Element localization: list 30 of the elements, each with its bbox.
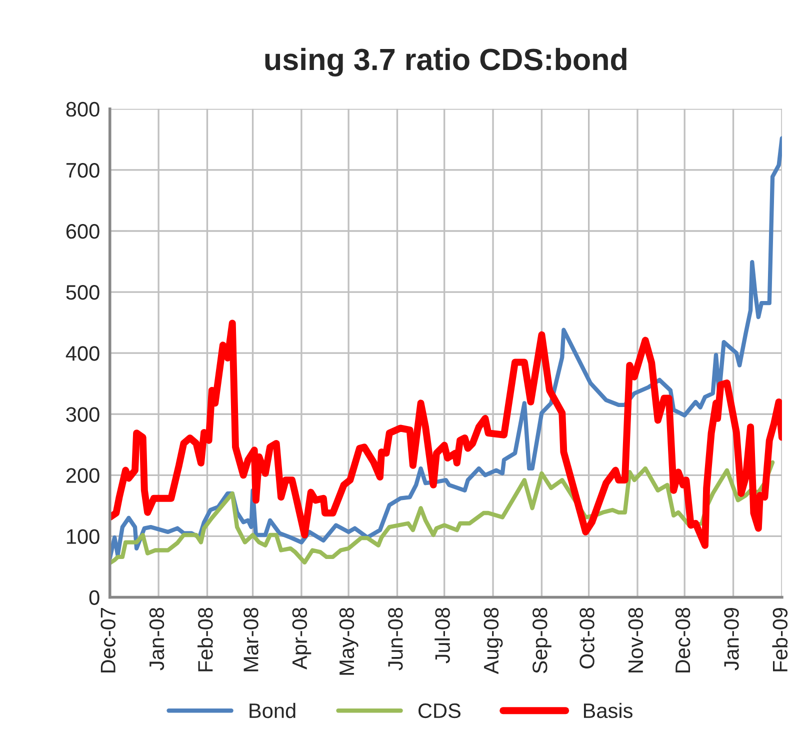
x-tick-label: Jan-09 <box>724 608 739 670</box>
x-tick-label: Feb-09 <box>772 608 788 672</box>
x-tick-label: Oct-08 <box>580 608 594 668</box>
legend-label: Bond <box>250 702 296 718</box>
y-tick-label: 800 <box>66 102 100 117</box>
x-tick-label: Dec-07 <box>100 608 116 672</box>
x-tick-label: Aug-08 <box>484 608 503 674</box>
y-tick-label: 200 <box>66 468 100 483</box>
x-tick-label: May-08 <box>339 608 358 675</box>
line-series <box>110 460 775 566</box>
y-tick-label: 300 <box>66 407 100 422</box>
y-tick-label: 0 <box>89 590 100 605</box>
y-tick-label: 500 <box>66 285 100 300</box>
x-tick-label: Sep-08 <box>532 608 552 674</box>
chart-title: using 3.7 ratio CDS:bond <box>265 48 626 77</box>
line-series <box>110 136 782 560</box>
x-tick-label: Mar-08 <box>244 608 258 672</box>
x-tick-label: Apr-08 <box>292 608 312 670</box>
x-tick-label: Jun-08 <box>388 608 403 670</box>
y-tick-label: 600 <box>66 224 100 239</box>
y-tick-label: 700 <box>66 162 100 178</box>
x-tick-label: Feb-08 <box>198 608 213 672</box>
x-tick-label: Dec-08 <box>675 608 690 672</box>
x-tick-label: Jan-08 <box>149 608 164 670</box>
y-tick-label: 400 <box>66 346 100 361</box>
y-tick-label: 100 <box>66 529 100 544</box>
x-tick-label: Jul-08 <box>434 608 450 664</box>
x-tick-label: Nov-08 <box>628 608 644 672</box>
legend-label: CDS <box>418 703 460 718</box>
legend-label: Basis <box>584 702 632 718</box>
